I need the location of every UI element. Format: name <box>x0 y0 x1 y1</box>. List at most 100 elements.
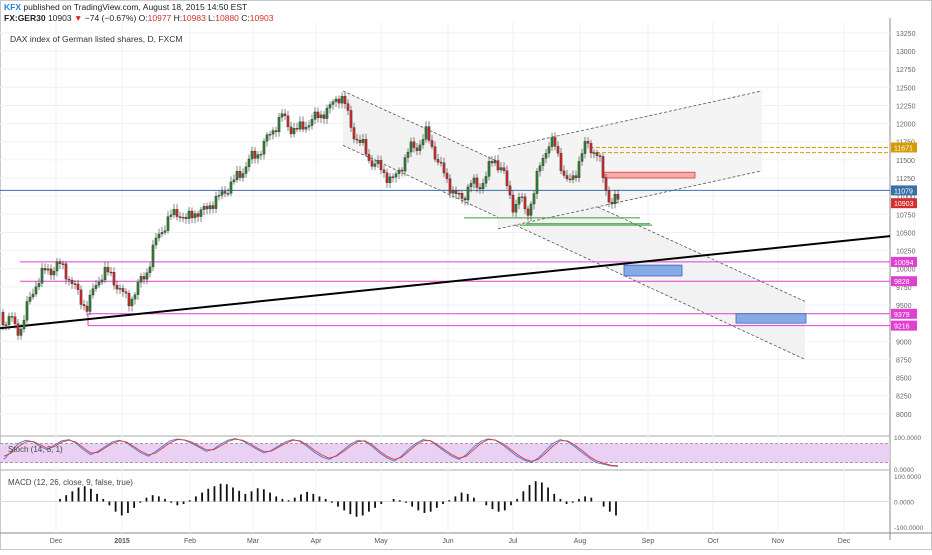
candle-body <box>184 217 188 219</box>
publisher-name[interactable]: KFX <box>4 2 21 12</box>
candle-body <box>175 209 179 217</box>
candle-body <box>571 175 575 180</box>
price-tick-label: 13000 <box>896 49 916 56</box>
candle-body <box>499 167 503 171</box>
candle-body <box>487 161 491 177</box>
candle-body <box>61 263 65 265</box>
candle-body <box>616 194 620 200</box>
candle-body <box>55 261 59 272</box>
candle-body <box>517 197 521 205</box>
candle-body <box>364 139 368 155</box>
candle-body <box>328 104 332 109</box>
macd-title: MACD (12, 26, close, 9, false, true) <box>8 478 133 487</box>
price-tick-label: 12000 <box>896 122 916 129</box>
candle-body <box>403 157 407 172</box>
candle-body <box>415 147 419 151</box>
candle-body <box>442 162 446 174</box>
chart-header: KFX published on TradingView.com, August… <box>4 2 273 24</box>
candle-body <box>463 198 467 201</box>
candle-body <box>613 194 617 205</box>
time-tick-label: Jul <box>509 538 518 545</box>
level-tag-label: 9379 <box>894 312 910 319</box>
candle-body <box>70 279 74 284</box>
price-tick-label: 9000 <box>896 339 912 346</box>
candle-body <box>166 216 170 231</box>
level-tag-label: 9828 <box>894 279 910 286</box>
candle-body <box>157 233 161 239</box>
published-info: published on TradingView.com, August 18,… <box>23 2 248 12</box>
candle-body <box>520 196 524 198</box>
candle-body <box>400 169 404 172</box>
candle-body <box>406 151 410 158</box>
candle-body <box>280 113 284 118</box>
stoch-series-1 <box>3 438 619 467</box>
candle-body <box>511 194 515 213</box>
candle-body <box>118 288 122 290</box>
candle-body <box>379 160 383 171</box>
level-tag-bg <box>891 276 917 287</box>
candle-body <box>160 232 164 235</box>
candle-body <box>154 237 158 246</box>
candle-body <box>535 171 539 194</box>
change-down-icon: ▼ <box>73 13 83 23</box>
candle-body <box>346 103 350 111</box>
candle-body <box>46 268 50 271</box>
up-channel-fill <box>498 90 762 229</box>
candle-body <box>529 203 533 216</box>
candle-body <box>313 111 317 120</box>
candle-body <box>268 134 272 136</box>
high-value: 10983 <box>182 13 206 23</box>
candle-body <box>247 158 251 168</box>
candle-body <box>307 125 311 128</box>
candle-body <box>145 272 149 280</box>
candle-body <box>133 294 137 300</box>
symbol-ticker[interactable]: FX:GER30 <box>4 13 46 23</box>
candle-body <box>22 320 26 330</box>
candle-body <box>409 141 413 153</box>
candle-body <box>103 267 107 281</box>
candle-body <box>367 154 371 161</box>
candle-body <box>109 271 113 274</box>
candle-body <box>559 153 563 172</box>
last-price-tag: 10903 <box>894 201 914 208</box>
level-tag-label: 9216 <box>894 324 910 331</box>
price-tick-label: 10750 <box>896 212 916 219</box>
candle-body <box>595 152 599 156</box>
candle-body <box>97 281 101 286</box>
price-tick-label: 10250 <box>896 249 916 256</box>
candle-body <box>577 161 581 179</box>
candle-body <box>445 172 449 179</box>
close-value: 10903 <box>249 13 274 23</box>
candle-body <box>322 114 326 119</box>
candle-body <box>73 283 77 285</box>
candle-body <box>382 169 386 173</box>
candle-body <box>310 119 314 126</box>
candle-body <box>241 173 245 178</box>
current-price: 10903 <box>47 13 72 23</box>
low-value: 10880 <box>215 13 239 23</box>
candle-body <box>556 146 560 154</box>
level-tag-bg <box>891 256 917 267</box>
candle-body <box>334 98 338 102</box>
price-tick-label: 11000 <box>896 194 915 201</box>
candle-body <box>493 160 497 164</box>
candle-body <box>115 285 119 290</box>
candle-body <box>199 209 203 217</box>
candle-body <box>370 160 374 167</box>
high-label: H: <box>173 13 183 23</box>
candle-body <box>1 312 5 326</box>
price-tick-label: 12500 <box>896 85 916 92</box>
candle-body <box>190 210 194 219</box>
candle-body <box>253 150 257 159</box>
candle-body <box>607 190 611 203</box>
candle-body <box>37 283 41 287</box>
time-tick-label: Apr <box>311 538 323 545</box>
candle-body <box>460 193 464 199</box>
price-tick-label: 11500 <box>896 158 915 165</box>
candle-body <box>349 110 353 128</box>
candle-body <box>100 279 104 283</box>
candle-body <box>394 173 398 178</box>
candle-body <box>385 172 389 184</box>
candle-body <box>265 134 269 142</box>
